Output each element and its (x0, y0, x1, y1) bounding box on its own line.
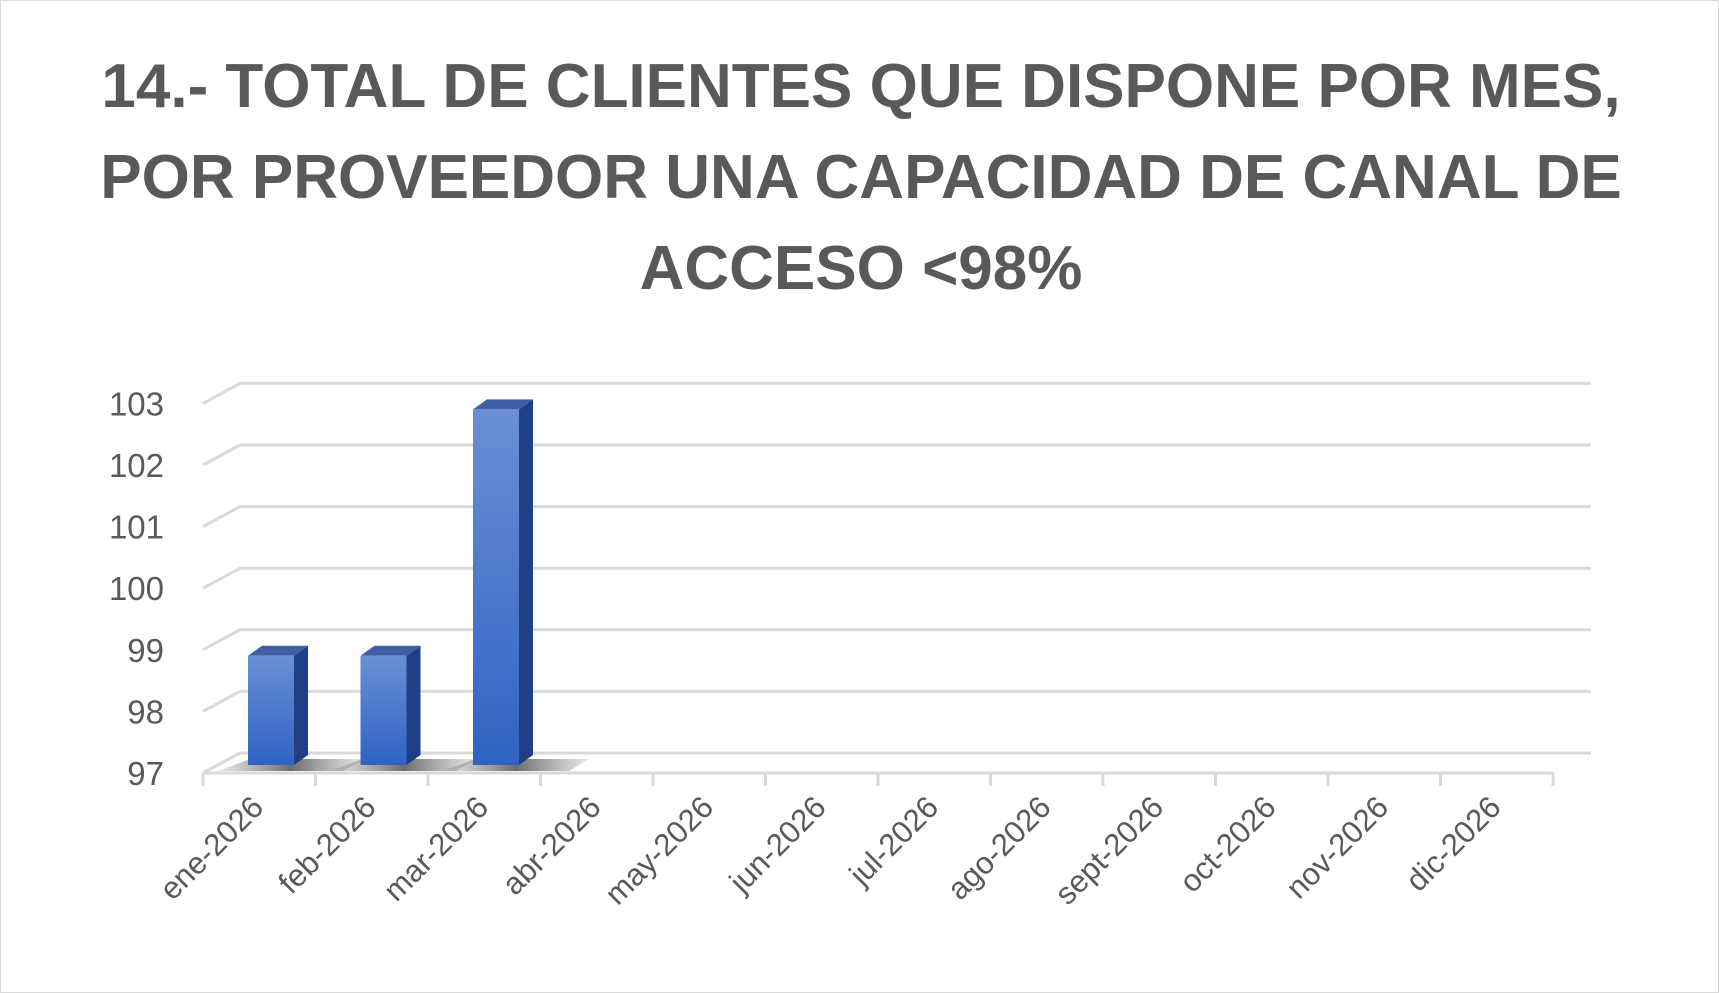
gridline (202, 566, 1591, 590)
x-tick-label: may-2026 (598, 789, 720, 911)
x-tick-label: feb-2026 (271, 789, 382, 900)
y-tick-label: 99 (127, 632, 164, 669)
x-tick-label: oct-2026 (1173, 789, 1283, 899)
y-tick-label: 102 (109, 447, 164, 484)
gridline (202, 381, 1591, 405)
bar-side (406, 645, 421, 765)
bars (248, 399, 533, 765)
x-tick-label: jun-2026 (722, 789, 833, 900)
bar-top (248, 645, 308, 656)
gridline (202, 443, 1591, 467)
gridline (202, 505, 1591, 528)
gridlines (202, 381, 1591, 775)
x-tick-label: nov-2026 (1279, 789, 1395, 905)
gridline (202, 689, 1591, 713)
bar-side (294, 645, 308, 765)
chart-title: 14.- TOTAL DE CLIENTES QUE DISPONE POR M… (100, 52, 1622, 303)
x-tick-label: ene-2026 (153, 789, 270, 906)
x-tick-label: ago-2026 (940, 789, 1057, 906)
gridline (202, 751, 1591, 775)
x-axis (201, 771, 1555, 786)
x-tick-label: abr-2026 (495, 789, 607, 901)
x-tick-label: sept-2026 (1048, 789, 1170, 911)
y-tick-label: 97 (127, 755, 164, 792)
gridline (202, 628, 1591, 652)
y-tick-label: 98 (127, 693, 164, 730)
bar-top (360, 645, 421, 656)
bar (248, 655, 294, 765)
bar-side (519, 399, 533, 765)
x-tick-label: dic-2026 (1399, 789, 1508, 898)
y-tick-labels: 97 98 99 100 101 102 103 (109, 385, 164, 792)
y-tick-label: 103 (109, 385, 164, 422)
y-tick-label: 100 (109, 570, 164, 607)
x-tick-label: jul-2026 (842, 789, 945, 892)
x-tick-label: mar-2026 (377, 789, 496, 908)
y-tick-label: 101 (109, 509, 164, 546)
bar (473, 409, 519, 765)
bar (360, 655, 407, 765)
bar-top (473, 399, 533, 410)
